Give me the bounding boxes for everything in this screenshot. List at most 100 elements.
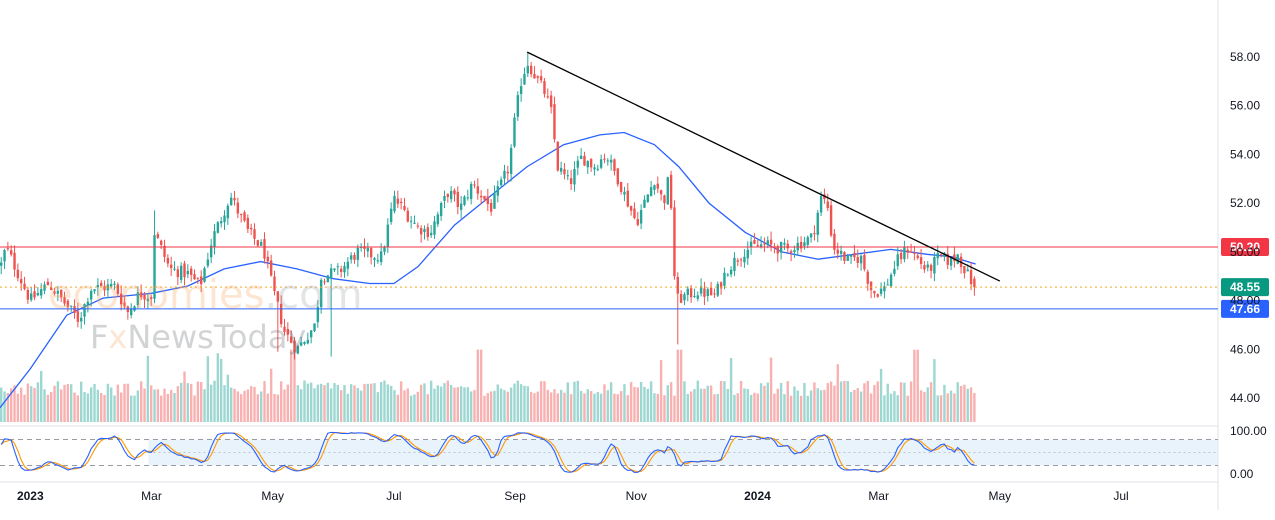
candle-body [663,195,666,204]
volume-bar [313,388,316,422]
volume-bar [759,383,763,422]
volume-bar [466,387,470,422]
volume-bar [403,390,406,422]
volume-bar [739,380,743,422]
candle-body [886,284,889,286]
candle-body [479,195,483,198]
stoch-tick-label: 0.00 [1230,467,1254,481]
price-tag-support-label: 47.66 [1230,302,1260,316]
volume-bar [339,390,343,422]
volume-bar [446,380,450,422]
candle-body [893,268,896,274]
candle-body [6,248,10,250]
volume-bar [96,389,100,422]
volume-bar [733,394,736,422]
candle-body [486,196,490,204]
candle-body [946,253,949,265]
candle-body [349,255,353,260]
candle-body [556,141,559,171]
candle-body [399,201,403,204]
volume-bar [923,391,926,422]
volume-bar [73,392,76,422]
volume-bar [786,381,789,422]
volume-bar [853,389,856,422]
volume-bar [816,388,819,422]
volume-bar [703,388,706,422]
trendline [526,51,1001,282]
candle-body [686,288,689,295]
volume-bar [686,393,689,422]
candle-body [256,240,260,246]
candle-body [659,190,663,195]
candle-body [859,255,863,264]
candle-body [799,241,803,249]
candle-body [673,207,676,277]
volume-bar [279,381,283,422]
volume-bar [676,349,679,422]
candle-body [36,292,40,296]
candle-body [199,276,203,285]
candle-body [10,250,13,255]
volume-bar [186,383,190,422]
candle-body [703,288,706,297]
candle-body [456,191,460,208]
y-tick-label: 56.00 [1230,99,1260,113]
volume-bar [243,390,246,422]
candle-body [33,291,36,298]
volume-bar [953,393,956,422]
candle-body [863,255,866,270]
candle-body [819,196,823,213]
volume-bar [56,381,60,422]
volume-bar [426,394,430,422]
y-tick-label: 50.00 [1230,245,1260,259]
volume-bar [766,382,769,422]
volume-bar [586,389,589,422]
volume-bar [663,395,666,422]
volume-bar [876,381,879,422]
candle-body [746,249,749,259]
volume-bar [33,387,36,422]
volume-bar [319,383,323,422]
candle-body [849,254,853,257]
volume-bar [436,385,440,422]
candle-body [596,168,599,170]
candle-body [319,279,323,308]
candle-body [613,159,616,172]
candle-body [956,254,959,264]
volume-bar [569,394,573,422]
candle-body [513,117,516,147]
volume-bar [386,384,390,422]
volume-bar [496,384,500,422]
volume-bar [236,391,240,422]
volume-bar [483,395,486,422]
volume-bar [949,390,953,422]
candle-body [653,185,656,190]
candle-body [786,243,789,249]
candle-body [449,190,453,200]
volume-bar [903,382,906,422]
volume-bar [746,388,749,422]
volume-bar [729,357,733,422]
volume-bar [343,385,346,422]
candle-body [903,247,906,260]
candle-body [403,205,406,210]
x-tick-label: Jul [1113,489,1128,503]
volume-bar [469,391,473,422]
volume-bar [706,385,709,422]
volume-bar [743,388,746,422]
grid-layer [0,0,1219,510]
candle-body [736,260,739,262]
candle-body [853,252,856,258]
volume-bar [36,382,40,422]
candle-body [283,326,286,332]
volume-bar [866,380,869,422]
moving-average-line [0,131,976,409]
volume-bar [126,383,130,422]
watermark-sub: FxNewsToday [90,318,306,356]
candle-body [20,279,23,284]
volume-bar [613,393,616,422]
price-tag-support [1221,299,1269,318]
x-tick-label: May [261,489,284,503]
